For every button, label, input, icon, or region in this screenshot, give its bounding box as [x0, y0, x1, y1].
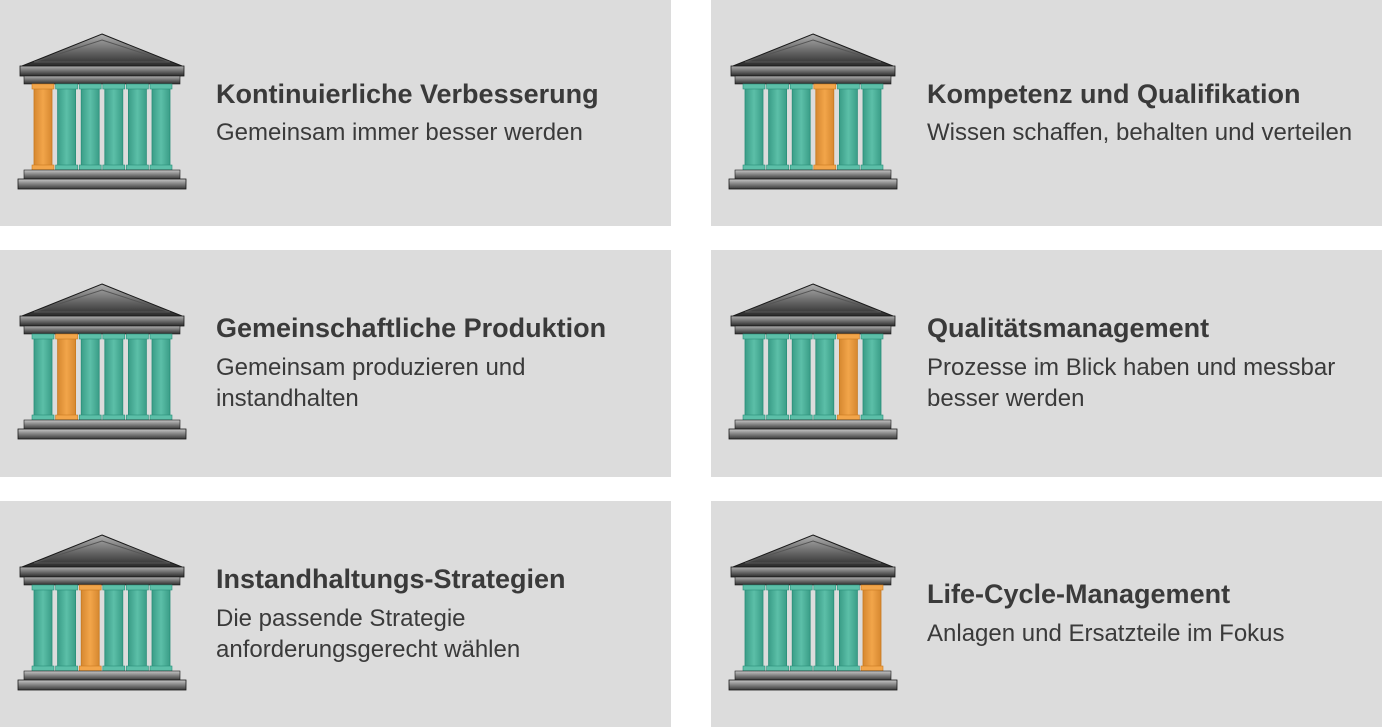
card-text-3: Qualitätsmanagement Prozesse im Blick ha…: [903, 312, 1358, 414]
card-4: Instandhaltungs-Strategien Die passende …: [0, 501, 671, 727]
card-title: Kompetenz und Qualifikation: [927, 78, 1358, 112]
card-2: Gemeinschaftliche Produktion Gemeinsam p…: [0, 250, 671, 476]
card-5: Life-Cycle-Management Anlagen und Ersatz…: [711, 501, 1382, 727]
temple-icon-0: [12, 28, 192, 198]
card-text-4: Instandhaltungs-Strategien Die passende …: [192, 563, 647, 665]
card-desc: Gemeinsam produzieren und instandhalten: [216, 352, 647, 414]
card-text-2: Gemeinschaftliche Produktion Gemeinsam p…: [192, 312, 647, 414]
card-desc: Gemeinsam immer besser werden: [216, 117, 647, 148]
card-desc: Anlagen und Ersatzteile im Fokus: [927, 618, 1358, 649]
card-title: Qualitätsmanagement: [927, 312, 1358, 346]
temple-icon-2: [12, 278, 192, 448]
temple-icon-1: [723, 28, 903, 198]
card-3: Qualitätsmanagement Prozesse im Blick ha…: [711, 250, 1382, 476]
card-title: Life-Cycle-Management: [927, 578, 1358, 612]
card-title: Instandhaltungs-Strategien: [216, 563, 647, 597]
temple-icon-4: [12, 529, 192, 699]
card-desc: Die passende Strategie anforderungsgerec…: [216, 603, 647, 665]
card-text-1: Kompetenz und Qualifikation Wissen schaf…: [903, 78, 1358, 149]
card-desc: Prozesse im Blick haben und messbar bess…: [927, 352, 1358, 414]
card-title: Kontinuierliche Verbesserung: [216, 78, 647, 112]
card-1: Kompetenz und Qualifikation Wissen schaf…: [711, 0, 1382, 226]
card-title: Gemeinschaftliche Produktion: [216, 312, 647, 346]
infographic-grid: Kontinuierliche Verbesserung Gemeinsam i…: [0, 0, 1382, 727]
card-text-5: Life-Cycle-Management Anlagen und Ersatz…: [903, 578, 1358, 649]
temple-icon-3: [723, 278, 903, 448]
card-text-0: Kontinuierliche Verbesserung Gemeinsam i…: [192, 78, 647, 149]
card-0: Kontinuierliche Verbesserung Gemeinsam i…: [0, 0, 671, 226]
card-desc: Wissen schaffen, behalten und verteilen: [927, 117, 1358, 148]
temple-icon-5: [723, 529, 903, 699]
